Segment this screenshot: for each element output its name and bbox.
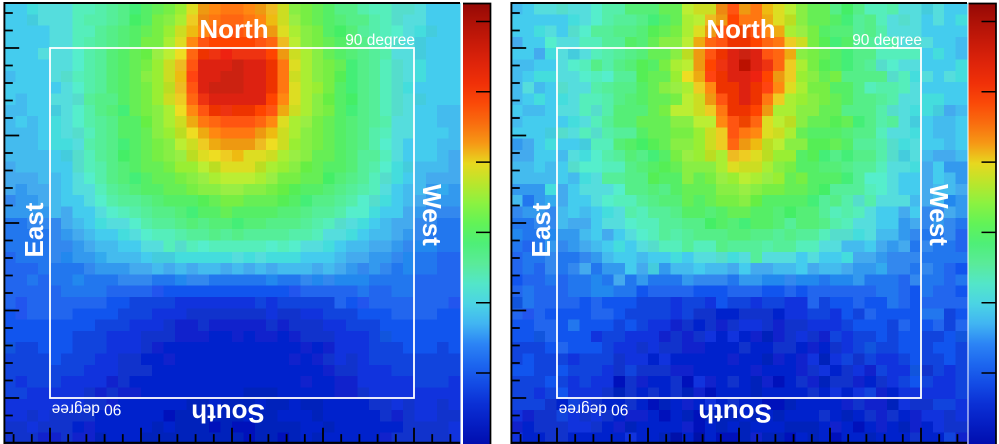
svg-text:West: West — [924, 184, 954, 246]
svg-text:West: West — [417, 184, 447, 246]
svg-text:South: South — [698, 399, 772, 429]
svg-text:South: South — [191, 399, 265, 429]
svg-text:East: East — [526, 202, 556, 257]
svg-text:North: North — [706, 14, 775, 44]
svg-text:90 degree: 90 degree — [345, 32, 415, 49]
svg-text:90 degree: 90 degree — [559, 401, 629, 418]
svg-text:90 degree: 90 degree — [852, 32, 922, 49]
svg-text:North: North — [199, 14, 268, 44]
svg-text:East: East — [19, 202, 49, 257]
svg-text:90 degree: 90 degree — [52, 401, 122, 418]
